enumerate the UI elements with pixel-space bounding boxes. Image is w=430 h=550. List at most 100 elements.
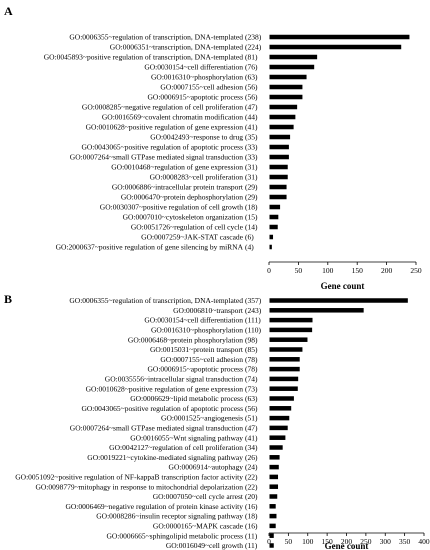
category-label: GO:0006468~protein phosphorylation bbox=[128, 335, 243, 344]
bar bbox=[269, 184, 287, 190]
bar bbox=[269, 124, 294, 130]
bar bbox=[269, 327, 313, 333]
category-label: GO:0016569~covalent chromatin modificati… bbox=[102, 113, 243, 122]
category-label: GO:0019221~cytokine-mediated signaling p… bbox=[87, 453, 243, 462]
count-label: (33) bbox=[245, 153, 258, 162]
count-label: (78) bbox=[245, 355, 258, 364]
bar bbox=[269, 94, 303, 100]
bar bbox=[269, 164, 288, 170]
x-tick-label: 400 bbox=[418, 537, 430, 546]
category-label: GO:0006355~regulation of transcription, … bbox=[69, 296, 243, 305]
category-label: GO:0007155~cell adhesion bbox=[160, 355, 243, 364]
x-tick-label: 300 bbox=[380, 537, 392, 546]
bar bbox=[269, 523, 276, 529]
bar bbox=[269, 44, 402, 50]
bar bbox=[269, 415, 290, 421]
bar bbox=[269, 337, 308, 342]
bar bbox=[269, 455, 280, 460]
category-label: GO:0010628~positive regulation of gene e… bbox=[86, 384, 244, 393]
bar bbox=[269, 406, 292, 411]
x-tick-label: 250 bbox=[410, 266, 422, 275]
panel-label: A bbox=[4, 4, 13, 18]
count-label: (357) bbox=[245, 296, 262, 305]
count-label: (76) bbox=[245, 63, 258, 72]
count-label: (29) bbox=[245, 183, 258, 192]
count-label: (11) bbox=[245, 541, 258, 550]
bar bbox=[269, 244, 272, 250]
count-label: (63) bbox=[245, 394, 258, 403]
count-label: (6) bbox=[245, 233, 254, 242]
count-label: (18) bbox=[245, 203, 258, 212]
bar bbox=[269, 543, 274, 548]
category-label: GO:0016310~phosphorylation bbox=[151, 73, 243, 82]
bar bbox=[269, 54, 318, 60]
count-label: (44) bbox=[245, 113, 258, 122]
count-label: (20) bbox=[245, 492, 258, 501]
x-tick-label: 150 bbox=[352, 266, 364, 275]
bar bbox=[269, 347, 303, 352]
category-label: GO:0000165~MAPK cascade bbox=[153, 522, 244, 531]
panel-label: B bbox=[4, 292, 12, 306]
category-label: GO:0006629~lipid metabolic process bbox=[130, 394, 243, 403]
category-label: GO:0035556~intracellular signal transduc… bbox=[105, 375, 243, 384]
count-label: (16) bbox=[245, 522, 258, 531]
category-label: GO:0010628~positive regulation of gene e… bbox=[86, 123, 244, 132]
bar bbox=[269, 317, 313, 323]
x-tick-label: 350 bbox=[399, 537, 411, 546]
bar bbox=[269, 366, 300, 372]
category-label: GO:0008285~negative regulation of cell p… bbox=[82, 103, 243, 112]
count-label: (74) bbox=[245, 375, 258, 384]
category-label: GO:0030154~cell differentiation bbox=[144, 316, 243, 325]
category-label: GO:0006914~autophagy bbox=[169, 463, 244, 472]
count-label: (73) bbox=[245, 384, 258, 393]
x-tick-label: 50 bbox=[285, 537, 293, 546]
count-label: (56) bbox=[245, 404, 258, 413]
count-label: (47) bbox=[245, 424, 258, 433]
category-label: GO:0016310~phosphorylation bbox=[151, 326, 243, 335]
category-label: GO:0007264~small GTPase mediated signal … bbox=[70, 153, 243, 162]
category-label: GO:0007259~JAK-STAT cascade bbox=[141, 233, 244, 242]
count-label: (4) bbox=[245, 243, 254, 252]
category-label: GO:0006355~regulation of transcription, … bbox=[69, 33, 243, 42]
category-label: GO:0006665~sphingolipid metabolic proces… bbox=[106, 531, 243, 540]
x-tick-label: 150 bbox=[322, 537, 334, 546]
count-label: (29) bbox=[245, 193, 258, 202]
count-label: (14) bbox=[245, 223, 258, 232]
bar bbox=[269, 504, 276, 509]
category-label: GO:0008283~cell proliferation bbox=[150, 173, 244, 182]
bar bbox=[269, 174, 288, 180]
count-label: (238) bbox=[245, 33, 262, 42]
count-label: (24) bbox=[245, 463, 258, 472]
count-label: (85) bbox=[245, 345, 258, 354]
category-label: GO:0008286~insulin receptor signaling pa… bbox=[96, 512, 243, 521]
x-tick-label: 0 bbox=[267, 266, 271, 275]
category-label: GO:0016049~cell growth bbox=[166, 541, 243, 550]
bar bbox=[269, 474, 279, 480]
count-label: (22) bbox=[245, 482, 258, 491]
category-label: GO:0045893~positive regulation of transc… bbox=[44, 53, 243, 62]
bar bbox=[269, 204, 281, 210]
category-label: GO:0007155~cell adhesion bbox=[160, 83, 243, 92]
category-label: GO:0042127~regulation of cell proliferat… bbox=[109, 443, 243, 452]
count-label: (26) bbox=[245, 453, 258, 462]
bar bbox=[269, 34, 410, 40]
category-label: GO:0007050~cell cycle arrest bbox=[153, 492, 244, 501]
bar bbox=[269, 425, 288, 431]
x-tick-label: 100 bbox=[322, 266, 334, 275]
category-label: GO:0051726~regulation of cell cycle bbox=[131, 223, 244, 232]
bar bbox=[269, 214, 279, 220]
x-axis-title: Gene count bbox=[325, 541, 369, 550]
x-tick-label: 200 bbox=[341, 537, 353, 546]
bar bbox=[269, 357, 300, 362]
x-tick-label: 100 bbox=[302, 537, 314, 546]
category-label: GO:0030307~positive regulation of cell g… bbox=[100, 203, 243, 212]
count-label: (51) bbox=[245, 414, 258, 423]
bar bbox=[269, 513, 277, 519]
bar bbox=[269, 376, 299, 382]
bar bbox=[269, 104, 298, 110]
x-axis-title: Gene count bbox=[321, 281, 365, 291]
bar bbox=[269, 194, 287, 200]
category-label: GO:0006351~transcription, DNA-templated bbox=[110, 43, 243, 52]
category-label: GO:0015031~protein transport bbox=[150, 345, 244, 354]
